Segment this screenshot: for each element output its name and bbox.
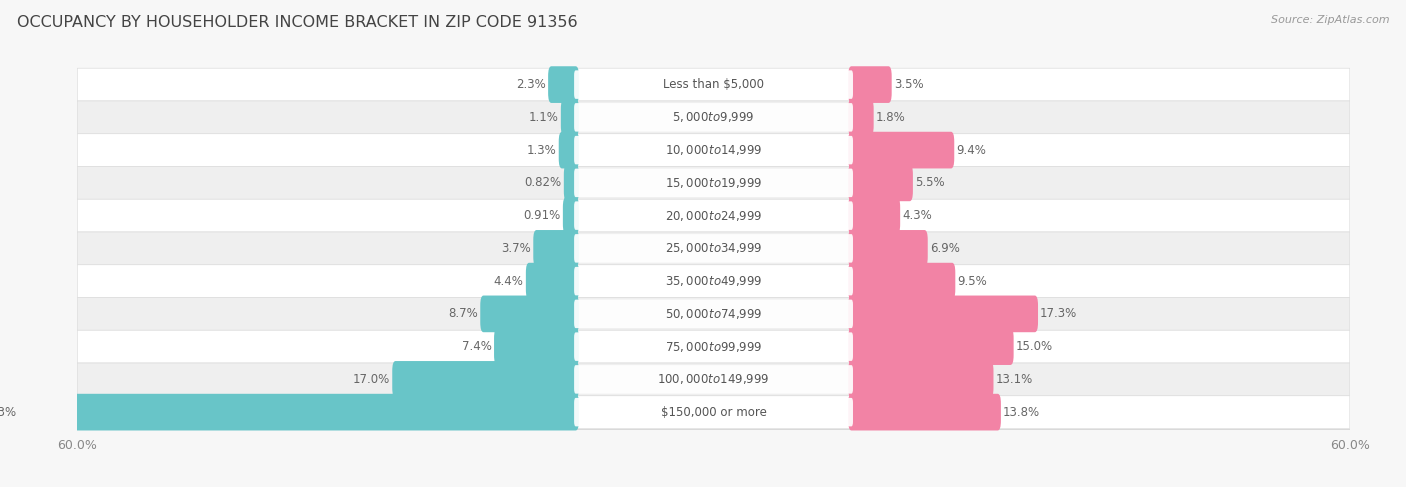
FancyBboxPatch shape (574, 365, 853, 393)
Text: $15,000 to $19,999: $15,000 to $19,999 (665, 176, 762, 190)
Text: 0.82%: 0.82% (524, 176, 562, 189)
Text: 8.7%: 8.7% (449, 307, 478, 320)
FancyBboxPatch shape (848, 328, 1014, 365)
FancyBboxPatch shape (77, 363, 1350, 396)
FancyBboxPatch shape (848, 296, 1038, 332)
FancyBboxPatch shape (77, 330, 1350, 363)
FancyBboxPatch shape (574, 70, 853, 99)
Text: 9.5%: 9.5% (957, 275, 987, 288)
Text: OCCUPANCY BY HOUSEHOLDER INCOME BRACKET IN ZIP CODE 91356: OCCUPANCY BY HOUSEHOLDER INCOME BRACKET … (17, 15, 578, 30)
FancyBboxPatch shape (848, 394, 1001, 431)
Text: 5.5%: 5.5% (915, 176, 945, 189)
FancyBboxPatch shape (558, 132, 579, 169)
FancyBboxPatch shape (77, 298, 1350, 330)
FancyBboxPatch shape (392, 361, 579, 398)
FancyBboxPatch shape (848, 165, 912, 201)
Text: 6.9%: 6.9% (929, 242, 960, 255)
Text: 4.4%: 4.4% (494, 275, 524, 288)
FancyBboxPatch shape (77, 396, 1350, 429)
FancyBboxPatch shape (574, 169, 853, 197)
Text: 1.3%: 1.3% (527, 144, 557, 157)
Text: $25,000 to $34,999: $25,000 to $34,999 (665, 242, 762, 255)
Text: 3.5%: 3.5% (894, 78, 924, 91)
Text: 4.3%: 4.3% (903, 209, 932, 222)
FancyBboxPatch shape (77, 134, 1350, 167)
FancyBboxPatch shape (574, 333, 853, 361)
FancyBboxPatch shape (848, 197, 900, 234)
FancyBboxPatch shape (848, 263, 955, 300)
Text: $10,000 to $14,999: $10,000 to $14,999 (665, 143, 762, 157)
Text: 15.0%: 15.0% (1015, 340, 1053, 353)
FancyBboxPatch shape (848, 132, 955, 169)
FancyBboxPatch shape (574, 136, 853, 164)
Text: $150,000 or more: $150,000 or more (661, 406, 766, 419)
Text: 3.7%: 3.7% (502, 242, 531, 255)
FancyBboxPatch shape (574, 234, 853, 262)
Text: $20,000 to $24,999: $20,000 to $24,999 (665, 208, 762, 223)
FancyBboxPatch shape (77, 265, 1350, 298)
FancyBboxPatch shape (574, 300, 853, 328)
FancyBboxPatch shape (18, 394, 579, 431)
FancyBboxPatch shape (494, 328, 579, 365)
Text: Source: ZipAtlas.com: Source: ZipAtlas.com (1271, 15, 1389, 25)
Text: Less than $5,000: Less than $5,000 (664, 78, 763, 91)
FancyBboxPatch shape (77, 167, 1350, 199)
Text: 13.1%: 13.1% (995, 373, 1033, 386)
FancyBboxPatch shape (533, 230, 579, 267)
Text: $5,000 to $9,999: $5,000 to $9,999 (672, 111, 755, 124)
Text: 52.3%: 52.3% (0, 406, 15, 419)
Text: 0.91%: 0.91% (523, 209, 561, 222)
FancyBboxPatch shape (77, 68, 1350, 101)
Text: 1.8%: 1.8% (876, 111, 905, 124)
Text: 1.1%: 1.1% (529, 111, 558, 124)
FancyBboxPatch shape (564, 165, 579, 201)
FancyBboxPatch shape (562, 197, 579, 234)
FancyBboxPatch shape (848, 66, 891, 103)
FancyBboxPatch shape (574, 398, 853, 427)
FancyBboxPatch shape (848, 230, 928, 267)
FancyBboxPatch shape (848, 361, 994, 398)
FancyBboxPatch shape (77, 101, 1350, 134)
Text: $75,000 to $99,999: $75,000 to $99,999 (665, 339, 762, 354)
FancyBboxPatch shape (574, 267, 853, 296)
Text: $35,000 to $49,999: $35,000 to $49,999 (665, 274, 762, 288)
Text: $100,000 to $149,999: $100,000 to $149,999 (658, 373, 769, 386)
FancyBboxPatch shape (526, 263, 579, 300)
FancyBboxPatch shape (77, 232, 1350, 265)
Text: 13.8%: 13.8% (1002, 406, 1040, 419)
FancyBboxPatch shape (574, 103, 853, 131)
Text: 9.4%: 9.4% (956, 144, 986, 157)
Text: 17.0%: 17.0% (353, 373, 389, 386)
Text: 7.4%: 7.4% (463, 340, 492, 353)
Text: 2.3%: 2.3% (516, 78, 546, 91)
Text: 17.3%: 17.3% (1040, 307, 1077, 320)
FancyBboxPatch shape (561, 99, 579, 136)
FancyBboxPatch shape (481, 296, 579, 332)
FancyBboxPatch shape (574, 201, 853, 230)
FancyBboxPatch shape (848, 99, 873, 136)
FancyBboxPatch shape (77, 199, 1350, 232)
FancyBboxPatch shape (548, 66, 579, 103)
Text: $50,000 to $74,999: $50,000 to $74,999 (665, 307, 762, 321)
